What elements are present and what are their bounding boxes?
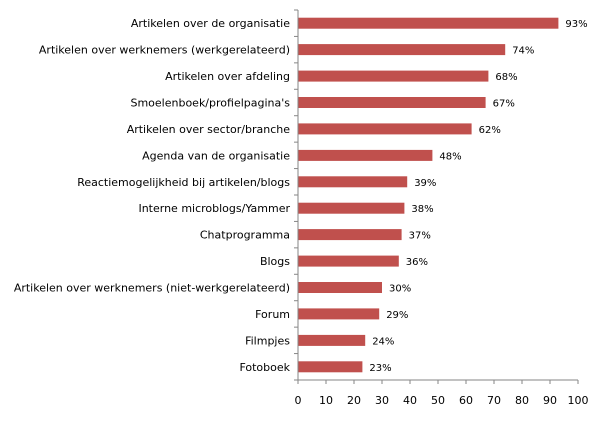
data-label: 93% [565, 19, 587, 30]
category-label: Agenda van de organisatie [142, 149, 290, 162]
category-label: Forum [255, 308, 290, 321]
bar-6 [298, 176, 408, 188]
bar-2 [298, 70, 489, 82]
x-tick-label: 60 [459, 394, 473, 407]
bar-11 [298, 308, 380, 320]
data-label: 37% [409, 231, 431, 242]
category-label: Reactiemogelijkheid bij artikelen/blogs [77, 176, 290, 189]
bar-3 [298, 97, 486, 108]
bar-13 [298, 361, 363, 373]
bar-0 [298, 17, 559, 29]
x-tick-label: 100 [568, 394, 589, 407]
x-tick-label: 0 [295, 394, 302, 407]
data-label: 36% [406, 257, 428, 268]
bar-12 [298, 334, 366, 346]
bars-layer [298, 17, 559, 373]
category-label: Artikelen over afdeling [165, 70, 290, 83]
data-label: 48% [439, 151, 461, 162]
data-label: 23% [369, 363, 391, 374]
bar-1 [298, 44, 506, 56]
data-label: 62% [479, 125, 501, 136]
x-tick-label: 20 [347, 394, 361, 407]
axis-layer [294, 9, 579, 384]
x-tick-label: 40 [403, 394, 417, 407]
x-tick-label: 10 [319, 394, 333, 407]
category-label: Smoelenboek/profielpagina's [130, 97, 290, 110]
category-label: Artikelen over de organisatie [131, 17, 290, 30]
data-label: 38% [411, 204, 433, 215]
x-tick-label: 80 [515, 394, 529, 407]
category-label: Artikelen over werknemers (niet-werkgere… [14, 282, 290, 295]
category-label: Filmpjes [245, 334, 290, 347]
category-label: Interne microblogs/Yammer [138, 202, 290, 215]
category-label: Chatprogramma [200, 229, 290, 242]
data-label: 30% [389, 284, 411, 295]
data-label: 67% [493, 99, 515, 110]
labels-layer: Artikelen over de organisatie 93% Artikele… [14, 17, 589, 407]
bar-7 [298, 202, 405, 214]
category-label: Blogs [260, 255, 290, 268]
x-tick-label: 70 [487, 394, 501, 407]
bar-9 [298, 255, 399, 267]
bar-5 [298, 149, 433, 161]
bar-4 [298, 123, 472, 135]
x-tick-label: 50 [431, 394, 445, 407]
category-label: Artikelen over werknemers (werkgerelatee… [39, 44, 290, 57]
category-label: Fotoboek [239, 361, 290, 374]
data-label: 24% [372, 336, 394, 347]
bar-8 [298, 229, 402, 241]
x-tick-label: 30 [375, 394, 389, 407]
bar-10 [298, 282, 382, 293]
x-tick-label: 90 [543, 394, 557, 407]
data-label: 74% [512, 46, 534, 57]
data-label: 39% [414, 178, 436, 189]
data-label: 29% [386, 310, 408, 321]
category-label: Artikelen over sector/branche [127, 123, 291, 136]
data-label: 68% [495, 72, 517, 83]
